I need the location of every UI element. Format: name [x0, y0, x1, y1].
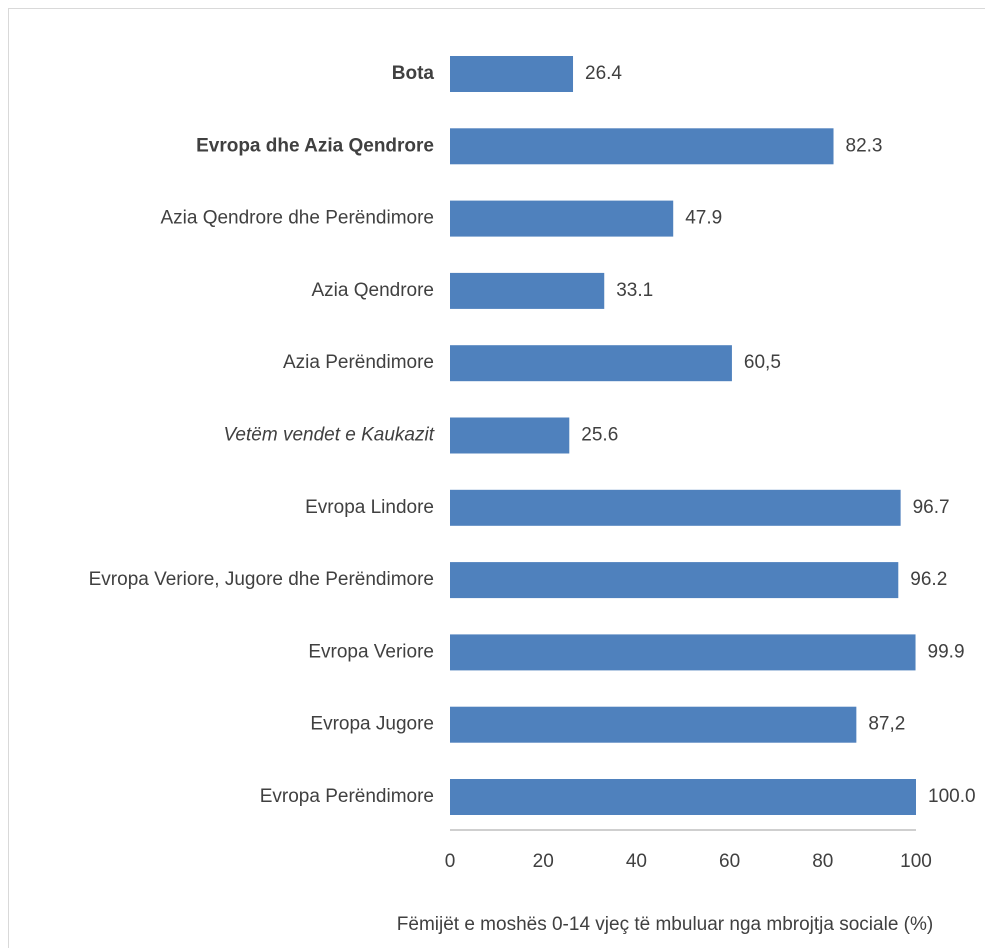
y-tick-label: Azia Qendrore dhe Perëndimore [160, 208, 434, 229]
data-label: 60,5 [744, 352, 781, 373]
y-tick-label: Azia Qendrore [311, 280, 434, 301]
y-tick-label: Vetëm vendet e Kaukazit [223, 425, 434, 446]
bar [450, 56, 574, 92]
data-label: 82.3 [846, 135, 883, 156]
bar [450, 417, 570, 454]
x-tick-label: 100 [900, 851, 932, 872]
y-tick-label: Evropa Veriore, Jugore dhe Perëndimore [89, 569, 434, 590]
chart-frame [8, 8, 985, 948]
bar [450, 706, 857, 743]
bar [450, 272, 605, 309]
bar [450, 128, 834, 165]
bar [450, 345, 732, 382]
data-label: 96.7 [913, 497, 950, 518]
y-tick-label: Evropa dhe Azia Qendrore [196, 135, 434, 156]
y-tick-label: Evropa Veriore [308, 641, 434, 662]
data-label: 25.6 [581, 425, 618, 446]
y-tick-label: Azia Perëndimore [283, 352, 434, 373]
y-tick-label: Evropa Jugore [310, 714, 434, 735]
bar [450, 489, 901, 526]
y-tick-label: Bota [392, 63, 435, 84]
x-tick-label: 80 [812, 851, 833, 872]
data-label: 100.0 [928, 786, 976, 807]
data-label: 87,2 [868, 714, 905, 735]
bar [450, 779, 916, 815]
y-tick-label: Evropa Lindore [305, 497, 434, 518]
data-label: 47.9 [685, 208, 722, 229]
data-label: 33.1 [616, 280, 653, 301]
x-tick-label: 60 [719, 851, 740, 872]
data-label: 26.4 [585, 63, 622, 84]
x-tick-label: 0 [445, 851, 456, 872]
data-label: 96.2 [910, 569, 947, 590]
bar [450, 562, 899, 599]
x-axis-label: Fëmijët e moshës 0-14 vjeç të mbuluar ng… [397, 914, 933, 935]
x-tick-label: 40 [626, 851, 647, 872]
bar [450, 634, 916, 671]
y-tick-label: Evropa Perëndimore [260, 786, 434, 807]
bar [450, 200, 674, 237]
data-label: 99.9 [928, 641, 965, 662]
x-tick-label: 20 [533, 851, 554, 872]
